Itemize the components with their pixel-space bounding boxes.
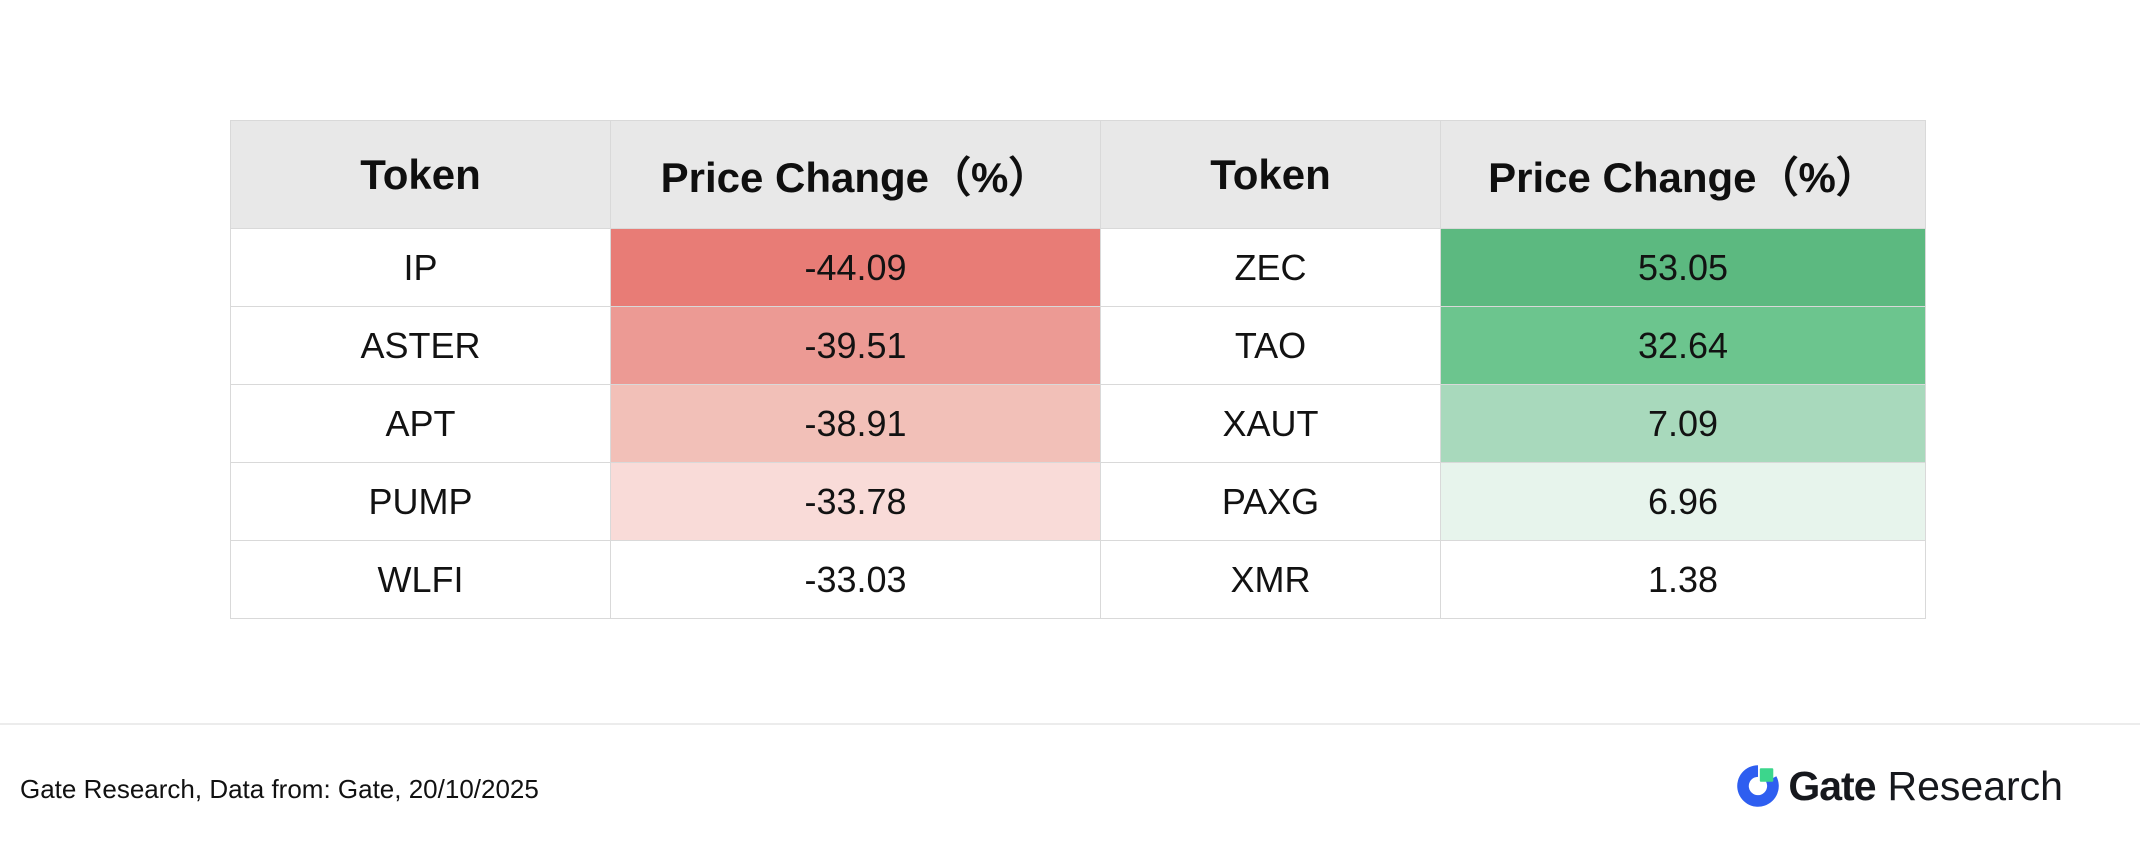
- gate-research-logo: Gate Research: [1736, 763, 2063, 809]
- table-row: IP -44.09 ZEC 53.05: [230, 228, 1926, 307]
- token-cell: XAUT: [1100, 384, 1441, 463]
- token-cell: IP: [230, 228, 611, 307]
- logo-brand-text: Gate: [1788, 762, 1876, 809]
- header-token-left: Token: [230, 120, 611, 229]
- token-cell: ZEC: [1100, 228, 1441, 307]
- table-row: WLFI -33.03 XMR 1.38: [230, 540, 1926, 619]
- right-change-cell: 53.05: [1440, 228, 1926, 307]
- right-change-cell: 1.38: [1440, 540, 1926, 619]
- token-cell: WLFI: [230, 540, 611, 619]
- token-cell: PAXG: [1100, 462, 1441, 541]
- left-change-cell: -38.91: [610, 384, 1101, 463]
- header-price-change-left: Price Change（%）: [610, 120, 1101, 229]
- right-change-cell: 7.09: [1440, 384, 1926, 463]
- right-change-cell: 6.96: [1440, 462, 1926, 541]
- header-token-right: Token: [1100, 120, 1441, 229]
- token-cell: TAO: [1100, 306, 1441, 385]
- header-price-change-right: Price Change（%）: [1440, 120, 1926, 229]
- table-row: ASTER -39.51 TAO 32.64: [230, 306, 1926, 385]
- token-cell: ASTER: [230, 306, 611, 385]
- footer-divider: [0, 723, 2140, 725]
- left-change-cell: -39.51: [610, 306, 1101, 385]
- right-change-cell: 32.64: [1440, 306, 1926, 385]
- table-row: APT -38.91 XAUT 7.09: [230, 384, 1926, 463]
- left-change-cell: -33.78: [610, 462, 1101, 541]
- token-cell: XMR: [1100, 540, 1441, 619]
- left-change-cell: -33.03: [610, 540, 1101, 619]
- token-cell: APT: [230, 384, 611, 463]
- source-attribution: Gate Research, Data from: Gate, 20/10/20…: [20, 774, 539, 804]
- gate-logo-icon: [1737, 765, 1780, 807]
- table-row: PUMP -33.78 PAXG 6.96: [230, 462, 1926, 541]
- logo-research-text: Research: [1887, 762, 2063, 809]
- token-cell: PUMP: [230, 462, 611, 541]
- price-change-table: Token Price Change（%） Token Price Change…: [230, 120, 1926, 619]
- table-header-row: Token Price Change（%） Token Price Change…: [230, 120, 1926, 229]
- left-change-cell: -44.09: [610, 228, 1101, 307]
